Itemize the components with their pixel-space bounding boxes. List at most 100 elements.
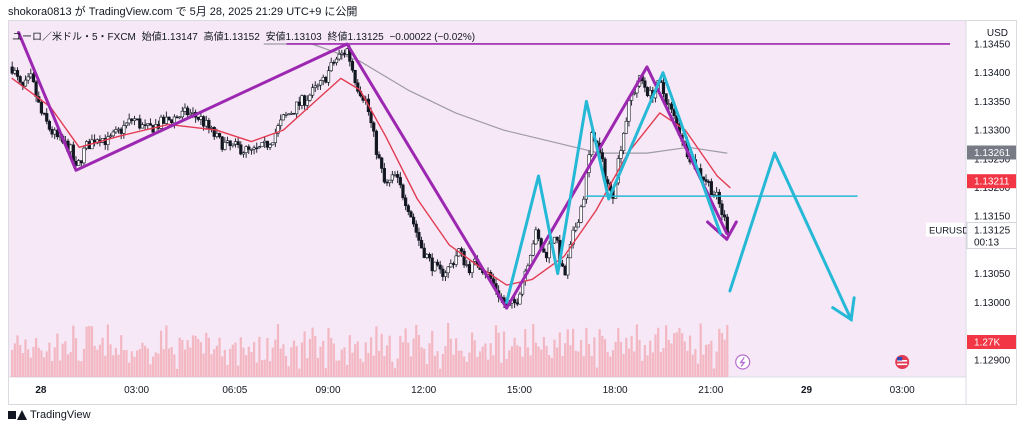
volume-bar [375, 326, 378, 377]
purple-trend-drawing[interactable] [17, 31, 729, 310]
price-tag[interactable] [967, 145, 1017, 160]
price-tick-label: 1.13450 [974, 39, 1011, 50]
fast-moving-average[interactable] [11, 77, 731, 286]
candle-body [419, 240, 424, 249]
volume-bar [282, 344, 285, 377]
time-tick-label: 06:05 [222, 385, 247, 396]
plot-background [9, 21, 966, 377]
volume-bar [641, 360, 644, 377]
candle-body [239, 144, 243, 155]
price-tick-label: 1.13050 [974, 269, 1011, 280]
symbol-label[interactable]: ユーロ／米ドル・5・FXCM [12, 32, 136, 43]
volume-bar [90, 326, 94, 377]
volume-bar [165, 325, 168, 377]
volume-bar [287, 366, 290, 377]
volume-bar [351, 352, 354, 377]
volume-bar [207, 337, 211, 377]
candle-body [77, 160, 81, 166]
volume-bar [298, 368, 301, 377]
currency-label[interactable]: USD [986, 28, 1008, 39]
volume-bar [189, 347, 192, 377]
volume-bar [407, 342, 410, 377]
volume-bar [579, 340, 583, 377]
candle-body [672, 108, 676, 117]
volume-bar [335, 360, 338, 377]
candle-body [377, 154, 381, 159]
price-tick-label: 1.13150 [974, 212, 1011, 223]
purple-trend-drawing[interactable] [725, 220, 738, 241]
price-tick-label: 1.13200 [974, 183, 1011, 194]
last-price-box [966, 222, 1016, 250]
price-chart[interactable]: 1.134501.134001.133501.133001.132501.132… [9, 21, 1017, 405]
candle-body [574, 226, 578, 231]
publish-line: shokora0813 が TradingView.com で 5月 28, 2… [8, 6, 358, 18]
candle-body [600, 152, 604, 160]
volume-bar [77, 360, 80, 377]
candle-body [435, 261, 440, 266]
volume-bar [470, 332, 474, 377]
candle-body [209, 126, 214, 129]
volume-bar [191, 335, 195, 377]
volume-bar [266, 337, 269, 377]
volume-bar [377, 350, 381, 377]
volume-bar [112, 355, 115, 377]
bar-countdown: 00:13 [974, 238, 999, 249]
candle-body [414, 223, 418, 233]
candle-body [579, 206, 583, 223]
candle-body [69, 144, 73, 152]
candle-body [140, 124, 145, 129]
volume-bar [680, 333, 684, 377]
volume-bar [494, 325, 498, 377]
volume-bar [324, 368, 327, 377]
candle-body [536, 229, 541, 239]
chart-frame[interactable]: 1.13450 1.13400 1.13350 1.13300 1.13250 1.132… [8, 20, 1017, 405]
candle-body [385, 181, 389, 184]
volume-bar [415, 324, 418, 377]
volume-bar [106, 324, 109, 377]
candle-body [268, 144, 272, 148]
purple-trend-drawing[interactable] [706, 220, 729, 241]
symbol-tag-background [926, 222, 964, 237]
cyan-pattern-drawing[interactable] [505, 71, 722, 304]
volume-bar [513, 337, 516, 377]
volume-bar [69, 352, 72, 377]
candle-body [178, 116, 182, 119]
volume-bar [93, 345, 96, 377]
candle-body [465, 264, 469, 266]
candle-body [31, 73, 36, 83]
volume-bar [82, 348, 86, 377]
candle-body [406, 205, 410, 212]
volume-bar [173, 354, 176, 377]
candle-body [624, 120, 628, 134]
volume-bar [673, 333, 676, 377]
volume-bar [590, 355, 593, 377]
candle-body [470, 261, 474, 274]
candle-body [183, 107, 187, 112]
time-axis[interactable] [9, 377, 966, 405]
volume-bar [231, 344, 234, 377]
candle-body [263, 140, 267, 143]
candle-body [393, 174, 397, 176]
volume-bar [388, 335, 391, 377]
volume-bar [667, 339, 670, 377]
volume-bar [603, 339, 607, 377]
candle-body [106, 136, 110, 145]
candle-body [175, 116, 179, 119]
slow-moving-average[interactable] [263, 43, 728, 154]
price-tick-label: 1.13000 [974, 298, 1011, 309]
candle-body [563, 265, 567, 276]
candle-body [207, 120, 211, 129]
price-tag[interactable] [967, 174, 1017, 189]
volume-bar [380, 333, 383, 377]
cyan-pattern-drawing[interactable] [728, 151, 853, 322]
volume-bar [88, 325, 91, 377]
volume-bar [431, 330, 434, 377]
volume-bar [585, 327, 588, 377]
volume-bar [223, 349, 226, 377]
volume-bar [66, 354, 70, 377]
volume-tag[interactable] [967, 335, 1017, 349]
candle-body [388, 179, 392, 183]
candle-body [576, 222, 581, 228]
price-tag-label: 1.13211 [974, 177, 1010, 188]
